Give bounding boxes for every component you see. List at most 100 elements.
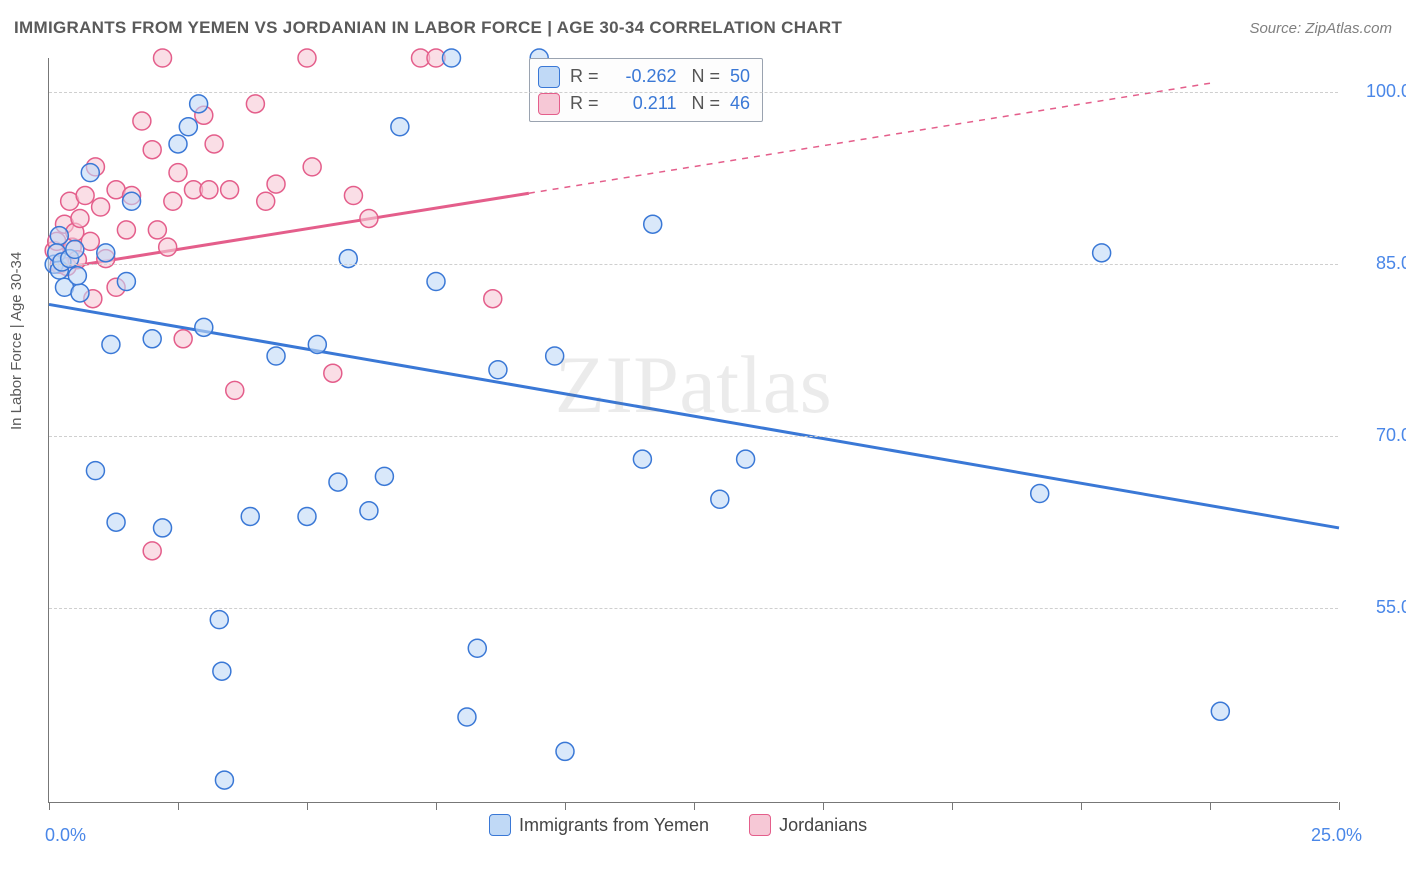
point-jordan: [143, 542, 161, 560]
point-yemen: [556, 742, 574, 760]
point-jordan: [117, 221, 135, 239]
point-jordan: [246, 95, 264, 113]
x-tick: [49, 802, 50, 810]
point-yemen: [546, 347, 564, 365]
point-yemen: [169, 135, 187, 153]
point-jordan: [169, 164, 187, 182]
y-tick-label: 70.0%: [1347, 425, 1406, 446]
point-jordan: [205, 135, 223, 153]
point-yemen: [1031, 485, 1049, 503]
r-value-yemen: -0.262: [609, 63, 677, 90]
legend-item-yemen: Immigrants from Yemen: [489, 814, 709, 836]
swatch-yemen: [538, 66, 560, 88]
point-jordan: [360, 209, 378, 227]
point-yemen: [375, 467, 393, 485]
point-jordan: [226, 381, 244, 399]
point-yemen: [195, 318, 213, 336]
point-yemen: [1093, 244, 1111, 262]
point-jordan: [267, 175, 285, 193]
point-jordan: [174, 330, 192, 348]
point-yemen: [179, 118, 197, 136]
point-jordan: [200, 181, 218, 199]
point-yemen: [102, 336, 120, 354]
point-jordan: [298, 49, 316, 67]
x-tick: [178, 802, 179, 810]
gridline: [49, 436, 1338, 437]
n-value-yemen: 50: [730, 63, 750, 90]
point-yemen: [241, 507, 259, 525]
corr-row-jordan: R = 0.211 N = 46: [538, 90, 750, 117]
point-yemen: [71, 284, 89, 302]
point-jordan: [324, 364, 342, 382]
x-tick: [952, 802, 953, 810]
legend-swatch-jordan: [749, 814, 771, 836]
y-tick-label: 85.0%: [1347, 253, 1406, 274]
point-yemen: [458, 708, 476, 726]
point-jordan: [257, 192, 275, 210]
n-value-jordan: 46: [730, 90, 750, 117]
point-yemen: [143, 330, 161, 348]
legend-label-yemen: Immigrants from Yemen: [519, 815, 709, 836]
x-tick-label: 0.0%: [45, 825, 86, 846]
y-axis-label: In Labor Force | Age 30-34: [8, 252, 25, 430]
point-jordan: [221, 181, 239, 199]
point-yemen: [442, 49, 460, 67]
gridline: [49, 264, 1338, 265]
corr-row-yemen: R = -0.262 N = 50: [538, 63, 750, 90]
point-jordan: [71, 209, 89, 227]
point-yemen: [154, 519, 172, 537]
point-yemen: [308, 336, 326, 354]
x-tick: [307, 802, 308, 810]
point-yemen: [215, 771, 233, 789]
point-yemen: [190, 95, 208, 113]
point-yemen: [633, 450, 651, 468]
header: IMMIGRANTS FROM YEMEN VS JORDANIAN IN LA…: [14, 12, 1392, 44]
point-jordan: [92, 198, 110, 216]
point-yemen: [213, 662, 231, 680]
x-tick: [694, 802, 695, 810]
y-tick-label: 55.0%: [1347, 597, 1406, 618]
legend-swatch-yemen: [489, 814, 511, 836]
point-jordan: [148, 221, 166, 239]
point-jordan: [344, 187, 362, 205]
point-yemen: [68, 267, 86, 285]
point-yemen: [711, 490, 729, 508]
point-jordan: [76, 187, 94, 205]
gridline: [49, 92, 1338, 93]
point-yemen: [737, 450, 755, 468]
chart-title: IMMIGRANTS FROM YEMEN VS JORDANIAN IN LA…: [14, 18, 842, 38]
swatch-jordan: [538, 93, 560, 115]
gridline: [49, 608, 1338, 609]
x-tick: [1339, 802, 1340, 810]
point-jordan: [159, 238, 177, 256]
x-tick: [823, 802, 824, 810]
point-yemen: [66, 240, 84, 258]
chart-svg: [49, 58, 1338, 802]
regression-line-yemen: [49, 304, 1339, 528]
point-jordan: [143, 141, 161, 159]
point-yemen: [117, 273, 135, 291]
x-tick: [565, 802, 566, 810]
point-yemen: [644, 215, 662, 233]
point-yemen: [97, 244, 115, 262]
series-legend: Immigrants from Yemen Jordanians: [489, 814, 867, 836]
point-yemen: [298, 507, 316, 525]
point-yemen: [427, 273, 445, 291]
legend-item-jordan: Jordanians: [749, 814, 867, 836]
x-tick: [1081, 802, 1082, 810]
point-jordan: [154, 49, 172, 67]
r-value-jordan: 0.211: [609, 90, 677, 117]
point-yemen: [86, 462, 104, 480]
point-jordan: [303, 158, 321, 176]
point-yemen: [210, 611, 228, 629]
x-tick: [1210, 802, 1211, 810]
plot-area: ZIPatlas R = -0.262 N = 50 R = 0.211 N =…: [48, 58, 1338, 803]
point-yemen: [107, 513, 125, 531]
correlation-legend: R = -0.262 N = 50 R = 0.211 N = 46: [529, 58, 763, 122]
x-tick-label: 25.0%: [1311, 825, 1362, 846]
point-yemen: [1211, 702, 1229, 720]
point-yemen: [468, 639, 486, 657]
source-attribution: Source: ZipAtlas.com: [1249, 20, 1392, 37]
point-yemen: [329, 473, 347, 491]
point-jordan: [484, 290, 502, 308]
